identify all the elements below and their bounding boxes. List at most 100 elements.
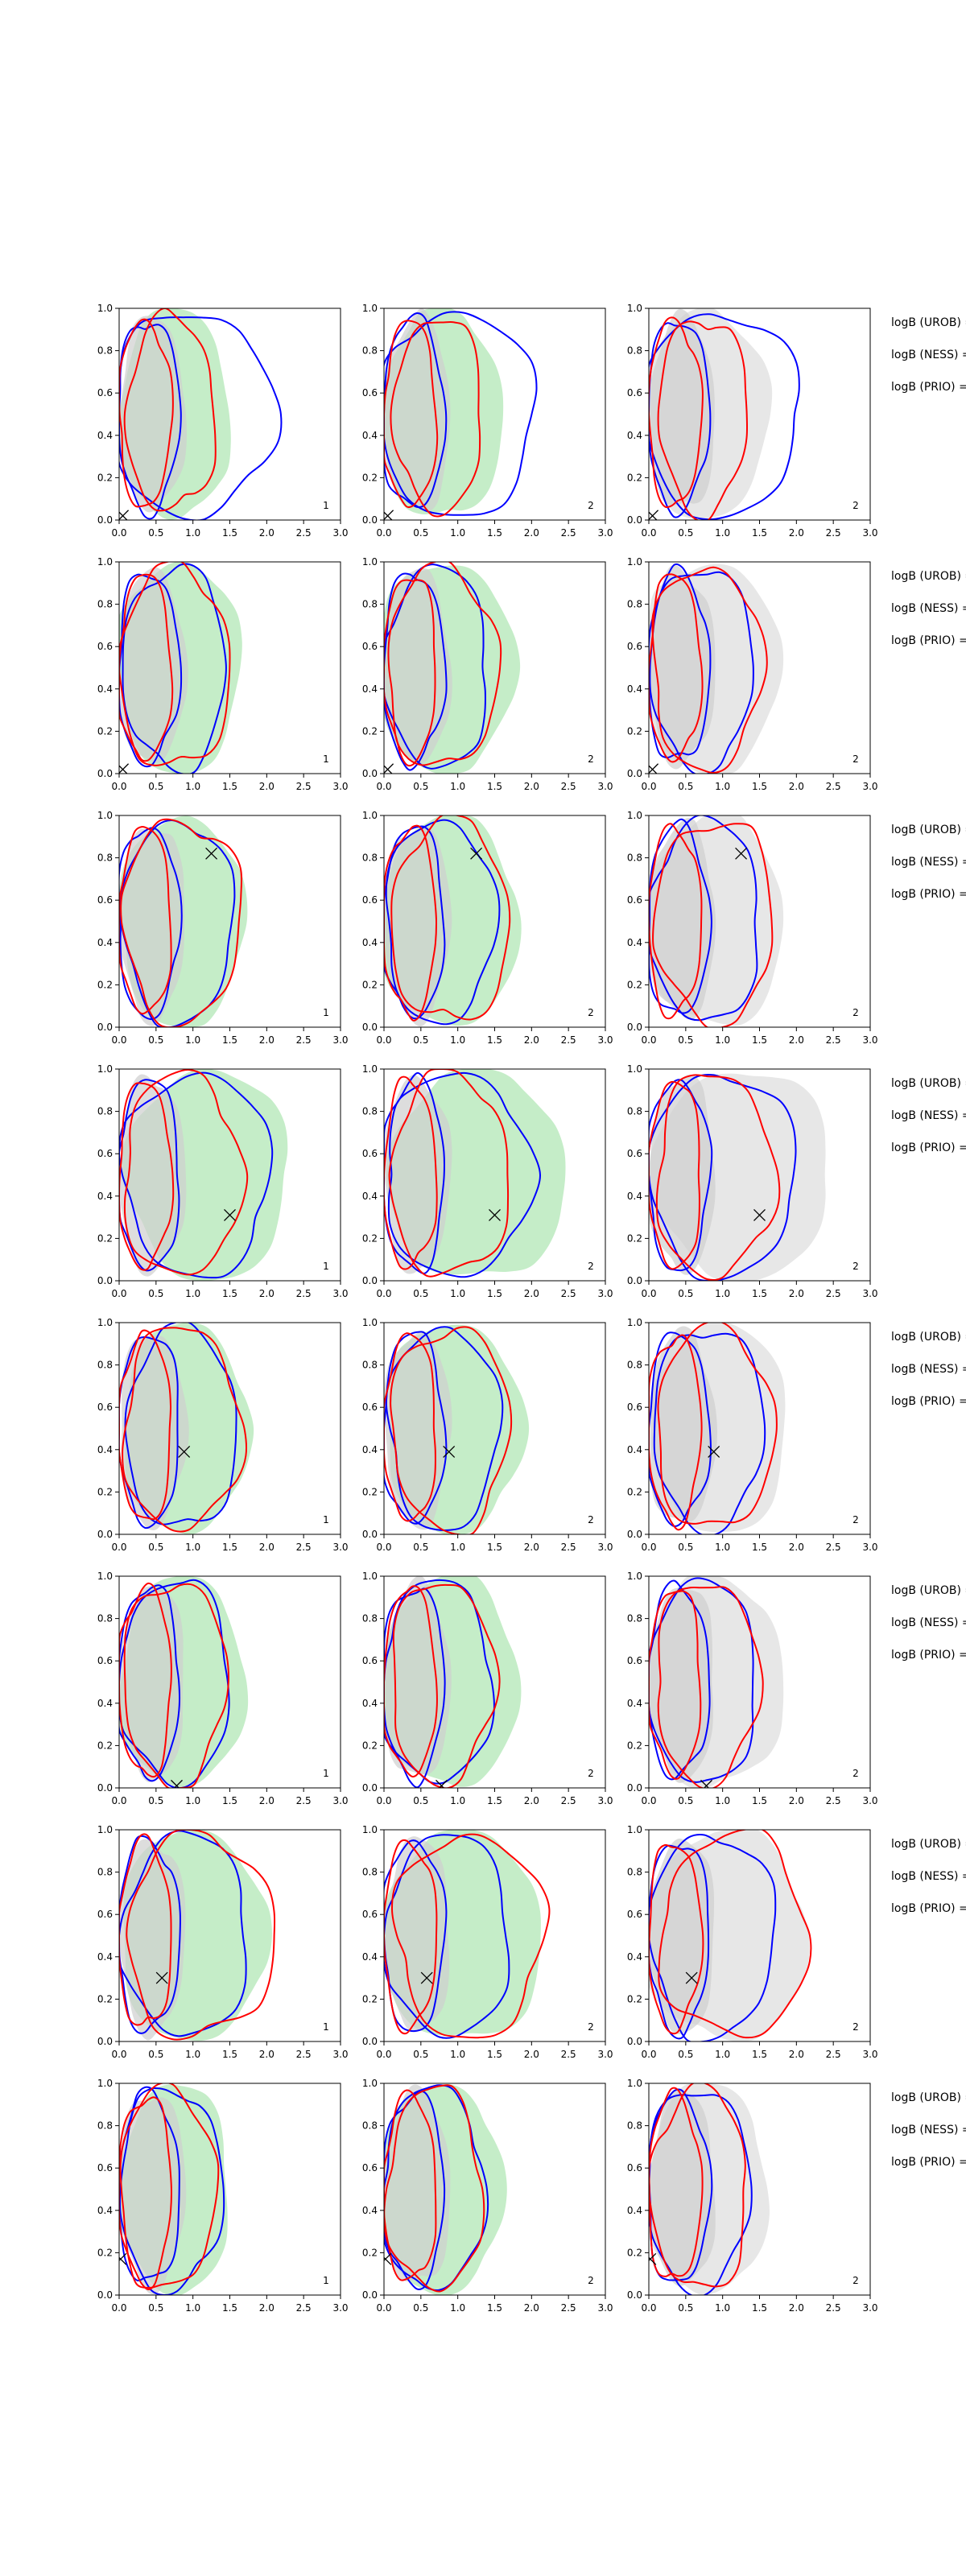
y-tick-label: 0.8 (362, 1106, 378, 1117)
panel-r3-c1: 0.0 0.5 1.0 1.5 2.0 2.5 3.0 0.0 0.2 0.4 0.6 0.8 1.0 1 (97, 810, 349, 1046)
x-tick-label: 2.5 (296, 1795, 312, 1806)
x-tick-label: 0.5 (413, 1034, 428, 1046)
red-contour-outer (657, 1586, 764, 1788)
y-tick-label: 0.4 (627, 937, 642, 948)
y-tick-label: 0.6 (97, 1909, 113, 1920)
x-tick-label: 0.5 (413, 1288, 428, 1299)
y-tick-label: 0.0 (627, 2289, 642, 2301)
panel-r7-c2: 0.0 0.5 1.0 1.5 2.0 2.5 3.0 0.0 0.2 0.4 0.6 0.8 1.0 2 (362, 1824, 613, 2060)
y-tick-label: 0.8 (362, 852, 378, 864)
y-tick-label: 0.4 (97, 937, 113, 948)
logb-label-1: logB (UROB) = (891, 1331, 966, 1344)
y-tick-label: 0.4 (362, 937, 378, 948)
red-contour-inner (384, 2089, 437, 2281)
x-tick-label: 1.0 (185, 1288, 200, 1299)
red-contour-outer (657, 1323, 778, 1525)
panel-r1-c3: 0.0 0.5 1.0 1.5 2.0 2.5 3.0 0.0 0.2 0.4 0.6 0.8 1.0 2 (627, 303, 878, 539)
x-tick-label: 0.0 (641, 527, 656, 539)
panel-r2-c3: 0.0 0.5 1.0 1.5 2.0 2.5 3.0 0.0 0.2 0.4 0.6 0.8 1.0 2 (627, 556, 878, 792)
y-tick-label: 0.8 (362, 1613, 378, 1624)
panel-r8-c3: 0.0 0.5 1.0 1.5 2.0 2.5 3.0 0.0 0.2 0.4 0.6 0.8 1.0 2 (627, 2078, 878, 2314)
red-contour-outer (120, 818, 243, 1027)
blue-contour-outer (122, 563, 227, 774)
y-tick-label: 0.2 (362, 2247, 378, 2258)
x-tick-label: 2.5 (296, 1542, 312, 1553)
x-tick-label: 3.0 (597, 1034, 613, 1046)
panel-tag: 2 (588, 1261, 594, 1272)
logb-label-1: logB (UROB) = (891, 1584, 966, 1597)
x-tick-label: 0.0 (111, 2049, 126, 2060)
x-tick-label: 2.5 (561, 1034, 576, 1046)
true-value-marker (700, 1779, 712, 1788)
x-tick-label: 2.5 (561, 1288, 576, 1299)
panel-r6-c3: 0.0 0.5 1.0 1.5 2.0 2.5 3.0 0.0 0.2 0.4 0.6 0.8 1.0 2 (627, 1571, 878, 1806)
red-contour-inner (119, 1329, 172, 1521)
x-tick-label: 2.5 (826, 1288, 841, 1299)
x-tick-label: 1.0 (450, 2049, 465, 2060)
logb-label-1: logB (UROB) = (891, 570, 966, 583)
x-tick-label: 2.0 (789, 1795, 804, 1806)
x-tick-label: 1.5 (222, 527, 237, 539)
x-tick-label: 2.0 (524, 2049, 539, 2060)
panel-r1-c2: 0.0 0.5 1.0 1.5 2.0 2.5 3.0 0.0 0.2 0.4 0.6 0.8 1.0 2 (362, 303, 613, 539)
red-contour-outer (390, 815, 511, 1021)
y-tick-label: 0.4 (97, 2205, 113, 2216)
x-tick-label: 0.0 (641, 1288, 656, 1299)
x-tick-label: 0.5 (148, 2049, 163, 2060)
x-tick-label: 2.0 (789, 2302, 804, 2314)
red-contour-outer (657, 320, 749, 520)
y-tick-label: 1.0 (627, 556, 642, 568)
x-tick-label: 0.0 (111, 1795, 126, 1806)
x-tick-label: 0.5 (148, 1795, 163, 1806)
logb-label-2: logB (NESS) = (891, 1870, 966, 1883)
x-tick-label: 1.5 (222, 2049, 237, 2060)
blue-contour-outer (119, 316, 283, 520)
x-tick-label: 2.5 (561, 527, 576, 539)
y-tick-label: 0.0 (362, 2289, 378, 2301)
x-tick-label: 1.0 (715, 1795, 730, 1806)
x-tick-label: 0.5 (678, 1542, 693, 1553)
credible-region-inner (649, 2090, 716, 2286)
red-contour-inner (649, 823, 703, 1020)
x-tick-label: 0.5 (678, 1034, 693, 1046)
y-tick-label: 0.8 (627, 599, 642, 610)
logb-label-3: logB (PRIO) = (891, 1649, 966, 1662)
blue-contour-inner (384, 2090, 446, 2290)
credible-region-inner (119, 2097, 187, 2295)
y-tick-label: 0.4 (362, 430, 378, 441)
x-tick-label: 0.0 (376, 527, 391, 539)
red-contour-inner (384, 579, 436, 767)
y-tick-label: 0.0 (362, 1529, 378, 1540)
red-contour-inner (649, 1080, 700, 1270)
red-contour-outer (123, 308, 217, 512)
panel-tag: 1 (323, 2021, 329, 2033)
x-tick-label: 0.0 (376, 1034, 391, 1046)
x-tick-label: 1.5 (487, 2302, 502, 2314)
red-contour-outer (119, 2083, 220, 2289)
x-tick-label: 1.0 (185, 2302, 200, 2314)
x-tick-label: 1.5 (222, 1288, 237, 1299)
x-tick-label: 0.0 (641, 1795, 656, 1806)
panel-r4-c2: 0.0 0.5 1.0 1.5 2.0 2.5 3.0 0.0 0.2 0.4 0.6 0.8 1.0 2 (362, 1063, 613, 1299)
red-contour-inner (649, 1590, 702, 1780)
y-tick-label: 0.8 (627, 345, 642, 357)
y-tick-label: 0.8 (97, 1360, 113, 1371)
true-value-marker (384, 510, 394, 520)
x-tick-label: 3.0 (862, 1542, 877, 1553)
x-tick-label: 2.5 (826, 2302, 841, 2314)
y-tick-label: 0.4 (627, 1444, 642, 1455)
x-tick-label: 0.0 (641, 2049, 656, 2060)
x-tick-label: 2.5 (826, 1795, 841, 1806)
x-tick-label: 0.5 (678, 2302, 693, 2314)
y-tick-label: 0.0 (97, 768, 113, 779)
true-value-marker (119, 763, 130, 774)
y-tick-label: 0.6 (97, 2162, 113, 2174)
credible-region-inner (385, 827, 452, 1027)
logb-label-1: logB (UROB) = (891, 316, 966, 329)
blue-contour-inner (119, 1079, 180, 1272)
panel-tag: 1 (323, 1007, 329, 1018)
y-tick-label: 0.4 (627, 1951, 642, 1963)
y-tick-label: 0.2 (97, 472, 113, 483)
panel-r3-c2: 0.0 0.5 1.0 1.5 2.0 2.5 3.0 0.0 0.2 0.4 0.6 0.8 1.0 2 (362, 810, 613, 1046)
y-tick-label: 0.2 (627, 979, 642, 990)
